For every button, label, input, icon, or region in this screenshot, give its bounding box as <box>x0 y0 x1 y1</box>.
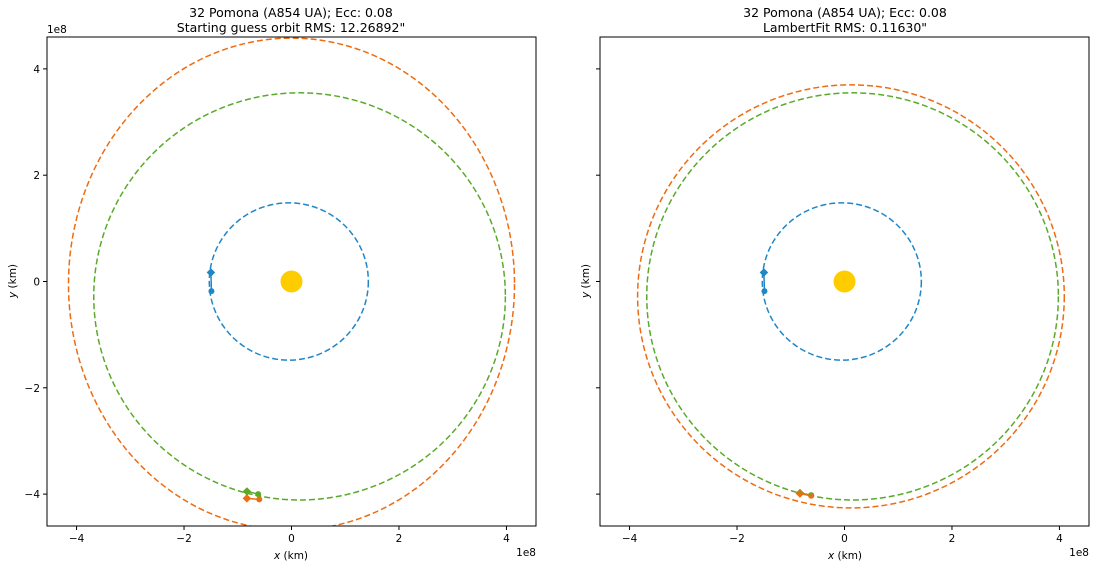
right-xlabel-var: x <box>827 550 835 562</box>
left-orbits <box>67 37 516 526</box>
right-title-line1: 32 Pomona (A854 UA); Ecc: 0.08 <box>743 5 947 20</box>
right-orbit-asteroid_true <box>646 92 1060 501</box>
left-xtick-label: −2 <box>176 533 191 545</box>
right-xtick-label: 2 <box>949 533 956 545</box>
left-orbit-earth <box>208 202 370 361</box>
right-xtick-label: 4 <box>1056 533 1063 545</box>
right-xticks: −4 −2 0 2 4 <box>622 526 1063 545</box>
right-segment-asteroid_fit <box>799 492 812 497</box>
left-ytick-label: 4 <box>33 64 40 76</box>
left-segment-earth <box>210 272 213 292</box>
left-xtick-label: 0 <box>288 533 295 545</box>
left-plot-area <box>67 37 516 526</box>
left-points <box>206 268 263 503</box>
right-ylabel: y (km) <box>580 264 592 299</box>
left-ytick-label: 2 <box>33 170 40 182</box>
left-panel: 32 Pomona (A854 UA); Ecc: 0.08 Starting … <box>7 5 537 562</box>
left-ytick-label: 0 <box>33 277 40 289</box>
right-xtick-label: 0 <box>841 533 848 545</box>
left-xlabel-var: x <box>273 550 281 562</box>
left-orbit-asteroid_fit <box>67 37 516 526</box>
left-title-line2: Starting guess orbit RMS: 12.26892" <box>177 20 405 35</box>
right-scale-label-x: 1e8 <box>1069 547 1089 559</box>
left-ytick-label: −2 <box>25 383 40 395</box>
left-scale-label: 1e8 <box>47 24 67 36</box>
left-segment-asteroid_true <box>246 490 259 495</box>
left-orbit-asteroid_true <box>93 92 507 501</box>
right-panel: 32 Pomona (A854 UA); Ecc: 0.08 LambertFi… <box>580 5 1090 562</box>
left-xtick-label: 2 <box>396 533 403 545</box>
right-xlabel: x (km) <box>827 550 862 562</box>
left-scale-label-x: 1e8 <box>516 547 536 559</box>
left-xticks: −4 −2 0 2 4 <box>69 526 510 545</box>
right-xlabel-unit: (km) <box>834 550 862 562</box>
left-ytick-label: −4 <box>25 489 41 501</box>
right-orbits <box>636 84 1066 509</box>
left-title-line1: 32 Pomona (A854 UA); Ecc: 0.08 <box>189 5 393 20</box>
left-sun-marker <box>280 270 303 293</box>
right-segment-earth <box>763 272 766 292</box>
right-yticks <box>596 68 600 495</box>
left-ylabel-var: y <box>7 291 19 299</box>
left-xlabel-unit: (km) <box>280 550 308 562</box>
left-xtick-label: −4 <box>69 533 85 545</box>
left-ylabel-unit: (km) <box>7 264 19 292</box>
right-xtick-label: −2 <box>729 533 744 545</box>
right-plot-area <box>636 84 1066 509</box>
right-orbit-asteroid_fit <box>636 84 1066 509</box>
right-ylabel-var: y <box>580 291 592 299</box>
right-orbit-earth <box>761 202 923 361</box>
right-ylabel-unit: (km) <box>580 264 592 292</box>
left-xtick-label: 4 <box>503 533 510 545</box>
left-xlabel: x (km) <box>273 550 308 562</box>
right-title-line2: LambertFit RMS: 0.11630" <box>763 20 927 35</box>
right-xtick-label: −4 <box>622 533 638 545</box>
right-sun-marker <box>833 270 856 293</box>
left-segment-asteroid_fit <box>246 497 260 501</box>
left-yticks: −4 −2 0 2 4 <box>25 64 47 501</box>
right-points <box>759 268 815 499</box>
left-ylabel: y (km) <box>7 264 19 299</box>
